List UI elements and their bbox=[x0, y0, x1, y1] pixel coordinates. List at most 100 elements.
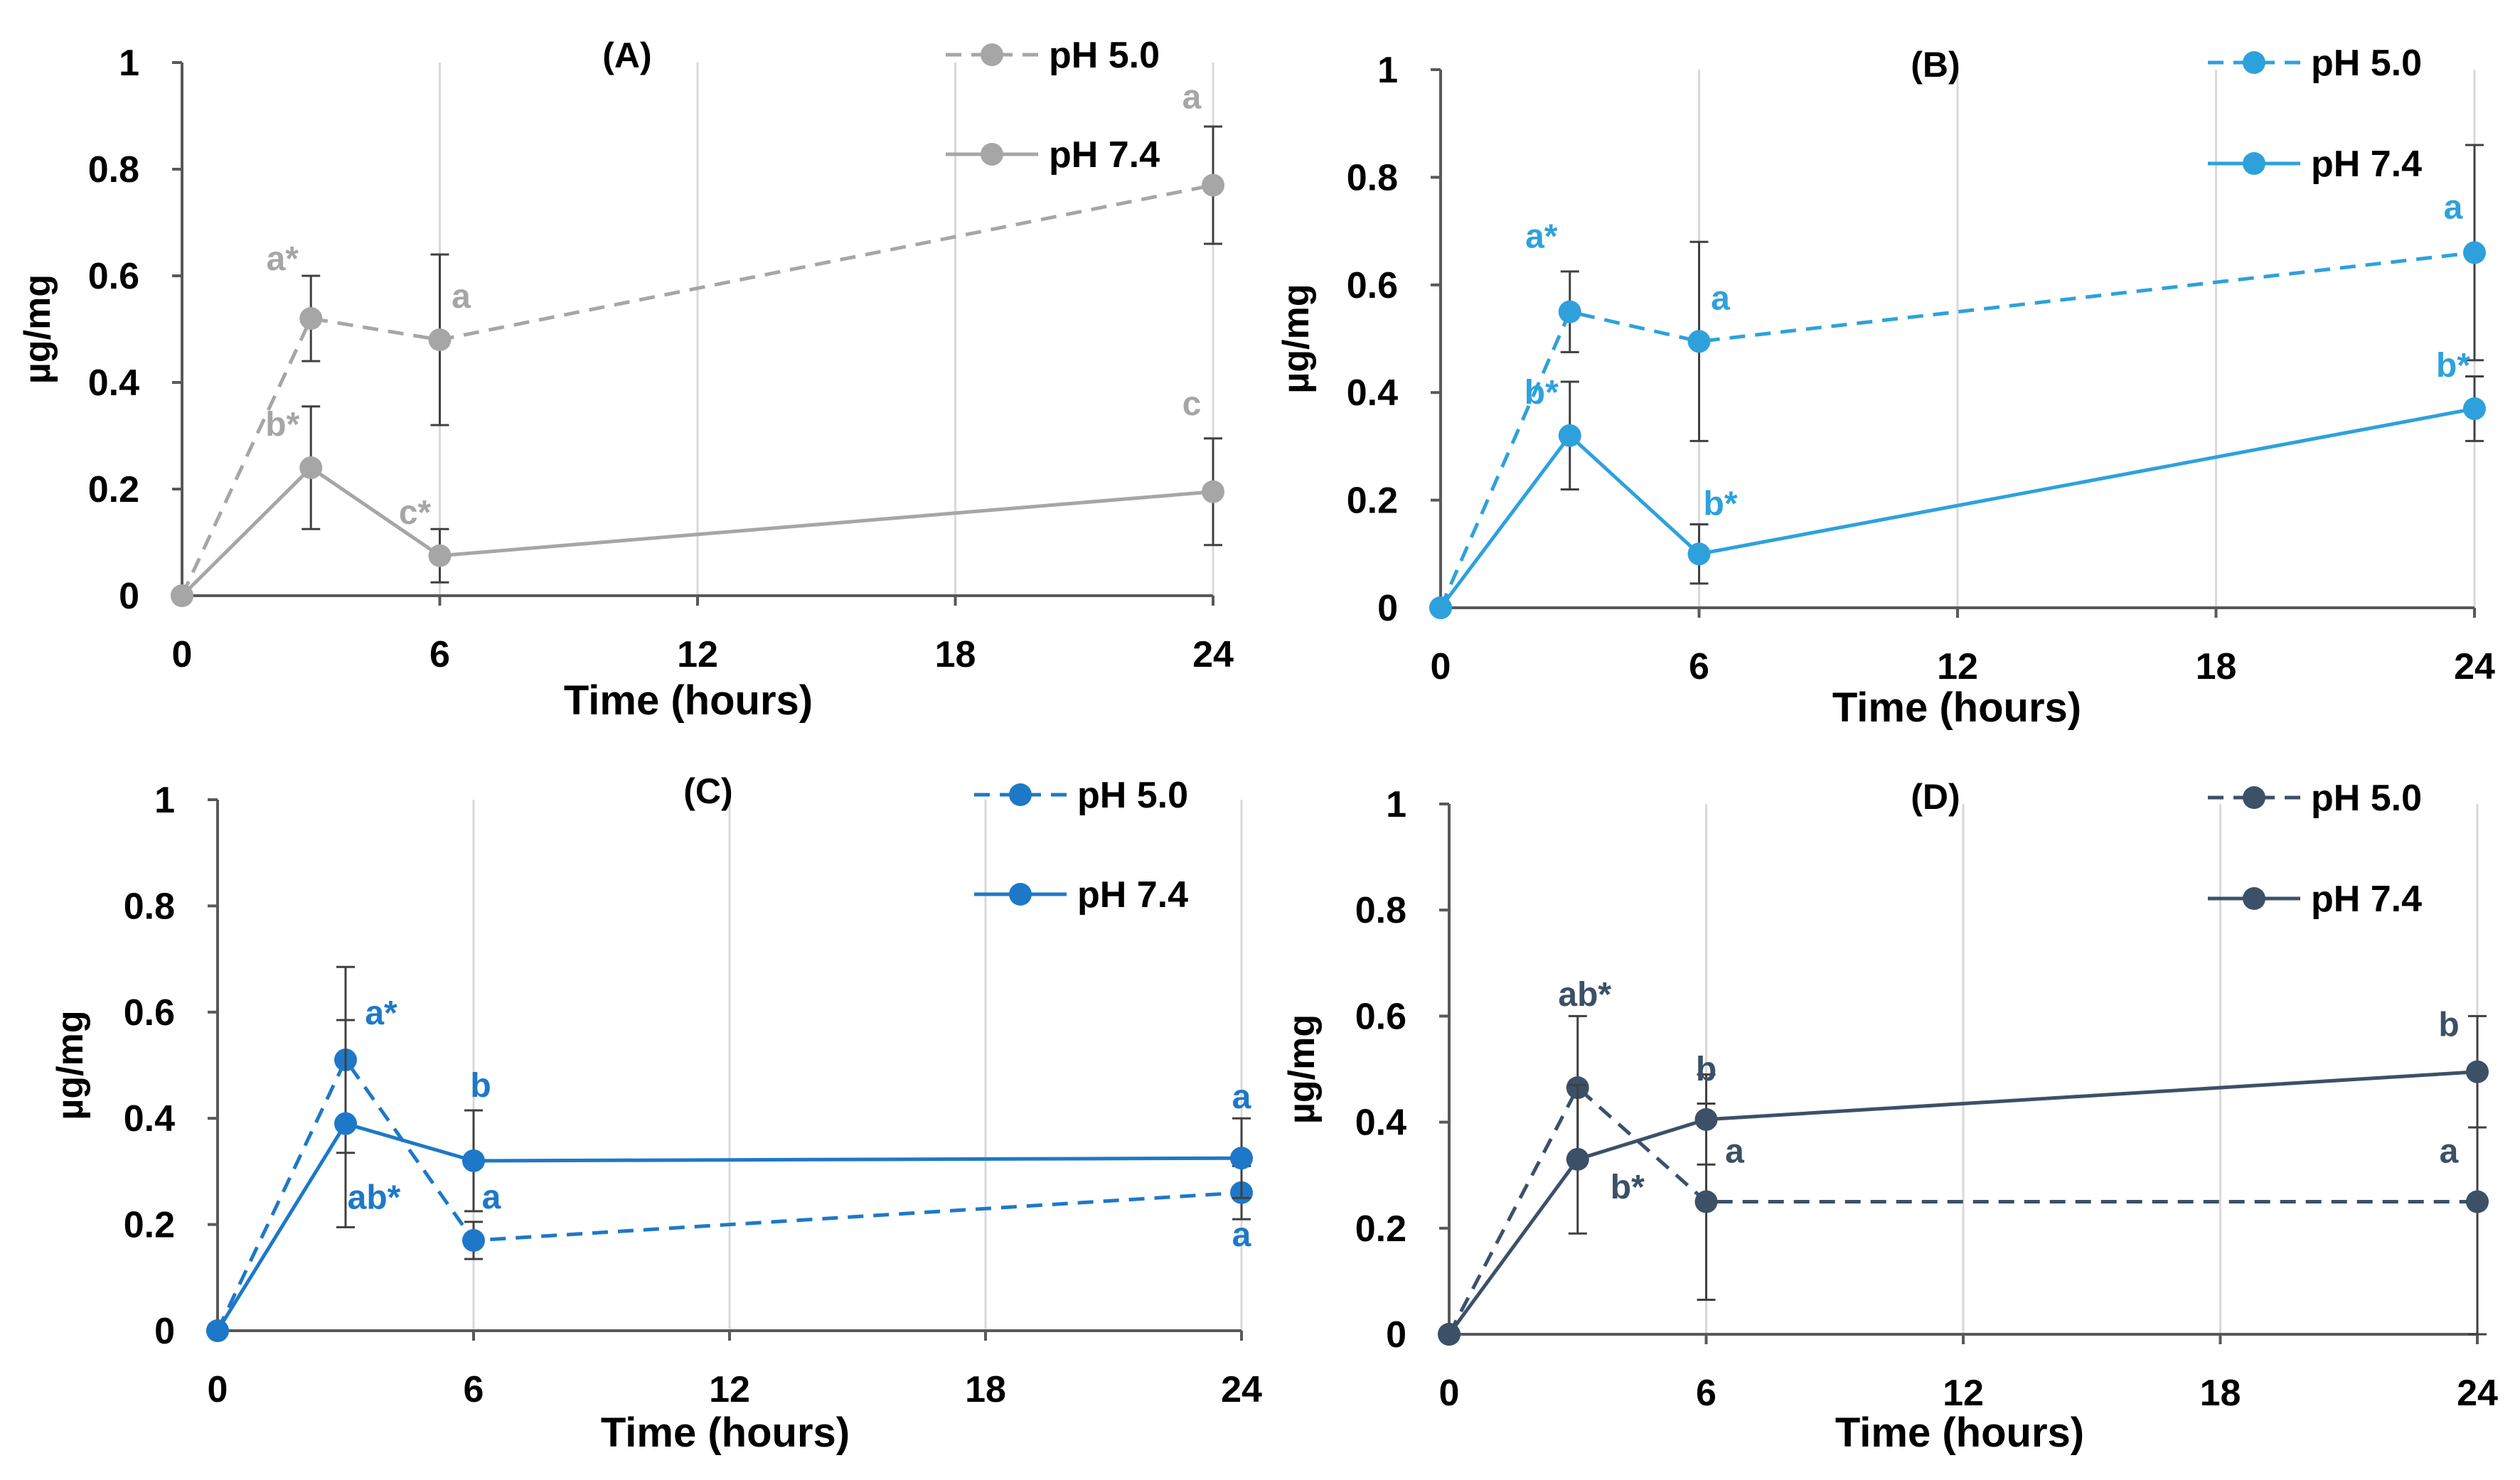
y-axis-title: µg/mg bbox=[1281, 1014, 1323, 1124]
series-line-ph74 bbox=[181, 465, 1214, 597]
significance-label: b* bbox=[1525, 374, 1559, 412]
y-tick-label: 1 bbox=[1377, 50, 1398, 91]
significance-label: a bbox=[1182, 79, 1202, 117]
x-tick-label: 6 bbox=[1689, 646, 1709, 687]
data-point bbox=[171, 584, 193, 607]
series-line-ph74 bbox=[1447, 1070, 2478, 1336]
significance-label: a bbox=[1725, 1133, 1744, 1171]
y-tick-label: 0.8 bbox=[1347, 157, 1398, 198]
data-point bbox=[1558, 424, 1581, 447]
x-tick-label: 12 bbox=[709, 1369, 750, 1410]
y-tick-label: 0.4 bbox=[124, 1098, 175, 1140]
legend-label: pH 7.4 bbox=[1077, 874, 1188, 916]
y-axis-title: µg/mg bbox=[1276, 284, 1317, 393]
y-tick-label: 0.6 bbox=[1355, 996, 1406, 1037]
legend-swatch-marker bbox=[2243, 51, 2265, 74]
significance-label: c* bbox=[399, 494, 432, 532]
x-tick-label: 18 bbox=[2200, 1373, 2241, 1414]
legend-swatch-marker bbox=[1009, 883, 1032, 906]
legend-swatch-marker bbox=[2243, 887, 2265, 910]
panel-a: 0 0.2 0.4 0.6 0.8 1 0 6 12 18 24 Time (hours) µg/mg (… bbox=[17, 35, 1234, 724]
x-tick-label: 0 bbox=[208, 1369, 228, 1410]
x-tick-label: 18 bbox=[935, 634, 976, 675]
data-point bbox=[299, 307, 323, 330]
panel-d: 0 0.2 0.4 0.6 0.8 1 0 6 12 18 24 Time (hours) µg/mg (… bbox=[1281, 777, 2498, 1456]
panel-title: (A) bbox=[602, 36, 651, 75]
y-tick-label: 0.4 bbox=[1347, 372, 1398, 414]
significance-label: a bbox=[482, 1179, 501, 1216]
x-axis-title: Time (hours) bbox=[564, 677, 813, 724]
significance-label: ab* bbox=[348, 1179, 401, 1217]
x-tick-label: 12 bbox=[1943, 1373, 1984, 1414]
data-point bbox=[1694, 1190, 1718, 1213]
legend-label: pH 5.0 bbox=[1077, 775, 1188, 816]
data-point bbox=[1566, 1147, 1589, 1171]
data-point bbox=[462, 1229, 485, 1253]
x-tick-label: 24 bbox=[2457, 1373, 2498, 1414]
data-point bbox=[462, 1149, 485, 1172]
x-tick-label: 6 bbox=[1696, 1373, 1717, 1414]
significance-label: b* bbox=[1611, 1169, 1645, 1206]
y-tick-label: 0.2 bbox=[88, 469, 139, 510]
y-tick-label: 0.8 bbox=[88, 149, 139, 191]
panel-b: 0 0.2 0.4 0.6 0.8 1 0 6 12 18 24 Time (hours) µg/mg (… bbox=[1276, 43, 2495, 731]
x-tick-label: 6 bbox=[429, 634, 450, 675]
y-tick-label: 0 bbox=[119, 576, 139, 617]
legend-swatch-marker bbox=[2243, 152, 2265, 175]
significance-label: a* bbox=[1525, 218, 1558, 256]
y-tick-label: 0.4 bbox=[88, 363, 139, 404]
data-point bbox=[1694, 1108, 1718, 1131]
data-point bbox=[1558, 300, 1581, 323]
series-line-ph74 bbox=[1439, 407, 2475, 609]
significance-label: b* bbox=[1704, 485, 1738, 522]
panel-title: (D) bbox=[1911, 777, 1960, 817]
significance-label: b bbox=[1696, 1051, 1717, 1088]
panel-title: (B) bbox=[1911, 45, 1960, 85]
panel-title: (C) bbox=[683, 771, 732, 811]
legend-swatch-marker bbox=[981, 143, 1003, 166]
data-point bbox=[1687, 330, 1711, 353]
legend-label: pH 5.0 bbox=[1049, 35, 1160, 76]
data-point bbox=[1687, 542, 1711, 566]
y-tick-label: 1 bbox=[119, 43, 139, 84]
data-point bbox=[1202, 480, 1224, 503]
y-tick-label: 0 bbox=[1386, 1314, 1406, 1356]
legend-label: pH 7.4 bbox=[1049, 134, 1160, 176]
series-line-ph74 bbox=[215, 1121, 1242, 1332]
data-point bbox=[2466, 1190, 2489, 1213]
data-point bbox=[299, 456, 323, 479]
legend-label: pH 7.4 bbox=[2311, 144, 2422, 185]
data-point bbox=[428, 544, 452, 567]
significance-label: a* bbox=[267, 240, 299, 278]
y-tick-label: 0.2 bbox=[1355, 1208, 1406, 1250]
y-tick-label: 0.8 bbox=[1355, 890, 1406, 931]
x-tick-label: 12 bbox=[677, 634, 718, 675]
y-tick-label: 1 bbox=[1386, 784, 1406, 825]
x-axis-title: Time (hours) bbox=[1835, 1410, 2084, 1456]
legend-swatch-marker bbox=[2243, 786, 2265, 809]
y-tick-label: 0 bbox=[1377, 588, 1398, 629]
data-point bbox=[2463, 397, 2486, 420]
legend-label: pH 7.4 bbox=[2311, 879, 2422, 920]
data-point bbox=[1429, 596, 1452, 619]
significance-label: b* bbox=[2436, 347, 2470, 385]
significance-label: a bbox=[1232, 1078, 1251, 1116]
x-tick-label: 0 bbox=[1431, 646, 1451, 687]
y-tick-label: 0.2 bbox=[124, 1205, 175, 1246]
y-tick-label: 0.4 bbox=[1355, 1103, 1406, 1144]
x-tick-label: 6 bbox=[464, 1369, 484, 1410]
x-tick-label: 24 bbox=[2454, 646, 2495, 687]
data-point bbox=[206, 1319, 229, 1342]
significance-label: a bbox=[1232, 1216, 1251, 1254]
series-line-ph50 bbox=[215, 1056, 1242, 1332]
significance-label: a* bbox=[365, 994, 397, 1032]
x-axis-title: Time (hours) bbox=[1832, 685, 2081, 731]
y-axis-title: µg/mg bbox=[17, 274, 58, 384]
x-tick-label: 24 bbox=[1192, 634, 1234, 675]
data-point bbox=[1438, 1323, 1461, 1346]
data-point bbox=[2466, 1060, 2489, 1083]
legend-label: pH 5.0 bbox=[2311, 778, 2422, 819]
panel-c: 0 0.2 0.4 0.6 0.8 1 0 6 12 18 24 Time (hours) µg/mg (… bbox=[50, 771, 1262, 1456]
data-point bbox=[1230, 1147, 1253, 1170]
